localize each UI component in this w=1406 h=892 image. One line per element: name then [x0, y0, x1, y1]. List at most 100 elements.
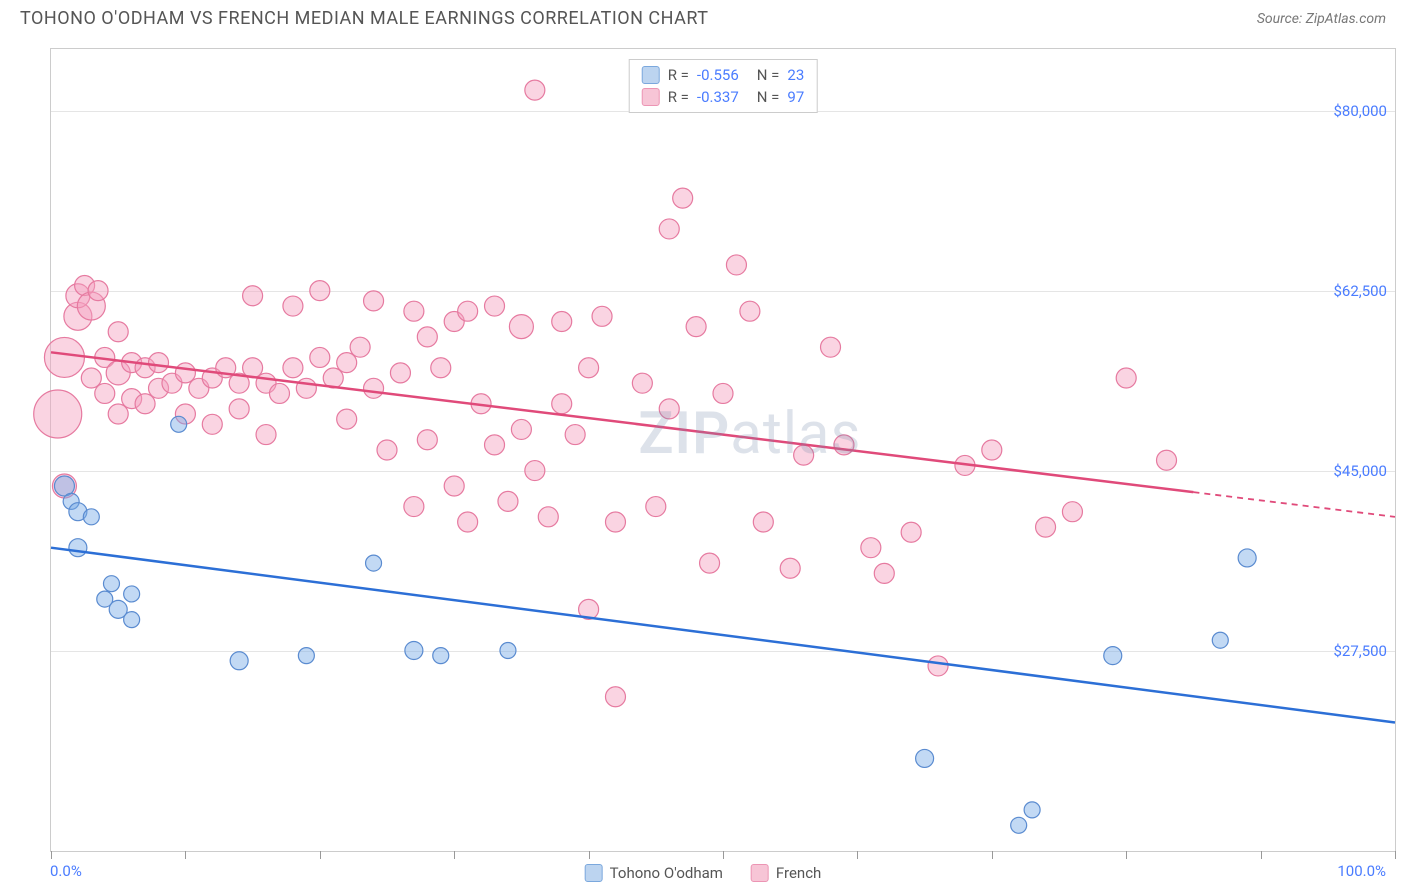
- data-point: [605, 512, 625, 532]
- x-tick: [1261, 851, 1262, 859]
- data-point: [552, 394, 572, 414]
- data-point: [686, 317, 706, 337]
- swatch-series-2-footer: [751, 864, 769, 882]
- data-point: [444, 476, 464, 496]
- data-point: [861, 538, 881, 558]
- data-point: [753, 512, 773, 532]
- data-point: [1116, 368, 1136, 388]
- data-point: [149, 353, 169, 373]
- chart-title: TOHONO O'ODHAM VS FRENCH MEDIAN MALE EAR…: [20, 8, 709, 29]
- data-point: [175, 363, 195, 383]
- data-point: [243, 286, 263, 306]
- trend-line: [51, 548, 1395, 723]
- data-point: [538, 507, 558, 527]
- data-point: [565, 425, 585, 445]
- x-axis-max-label: 100.0%: [1337, 862, 1386, 880]
- data-point: [171, 416, 187, 432]
- data-point: [1157, 450, 1177, 470]
- data-point: [874, 563, 894, 583]
- data-point: [726, 255, 746, 275]
- data-point: [364, 291, 384, 311]
- data-point: [124, 586, 140, 602]
- data-point: [83, 509, 99, 525]
- x-tick: [1126, 851, 1127, 859]
- data-point: [982, 440, 1002, 460]
- data-point: [405, 642, 423, 660]
- x-tick: [320, 851, 321, 859]
- data-point: [337, 409, 357, 429]
- x-tick: [992, 851, 993, 859]
- data-point: [88, 281, 108, 301]
- data-point: [417, 327, 437, 347]
- data-point: [659, 219, 679, 239]
- data-point: [404, 497, 424, 517]
- data-point: [821, 337, 841, 357]
- data-point: [377, 440, 397, 460]
- series-legend: Tohono O'odham French: [585, 864, 822, 882]
- data-point: [269, 383, 289, 403]
- data-point: [310, 281, 330, 301]
- data-point: [390, 363, 410, 383]
- data-point: [509, 315, 533, 339]
- data-point: [296, 378, 316, 398]
- data-point: [511, 419, 531, 439]
- x-tick: [185, 851, 186, 859]
- x-tick: [1395, 851, 1396, 859]
- data-point: [108, 322, 128, 342]
- data-point: [364, 378, 384, 398]
- data-point: [433, 648, 449, 664]
- data-point: [1212, 632, 1228, 648]
- data-point: [525, 80, 545, 100]
- legend-item-1: Tohono O'odham: [585, 864, 723, 882]
- swatch-series-2: [642, 88, 660, 106]
- data-point: [1062, 502, 1082, 522]
- legend-label-1: Tohono O'odham: [610, 864, 723, 882]
- data-point: [69, 539, 87, 557]
- data-point: [605, 687, 625, 707]
- swatch-series-1-footer: [585, 864, 603, 882]
- data-point: [417, 430, 437, 450]
- data-point: [713, 383, 733, 403]
- chart-plot-area: $27,500$45,000$62,500$80,000 ZIPatlas R …: [50, 48, 1396, 852]
- data-point: [230, 652, 248, 670]
- data-point: [1036, 517, 1056, 537]
- data-point: [229, 399, 249, 419]
- data-point: [431, 358, 451, 378]
- data-point: [1024, 802, 1040, 818]
- data-point: [202, 414, 222, 434]
- data-point: [500, 643, 516, 659]
- data-point: [579, 358, 599, 378]
- data-point: [366, 555, 382, 571]
- legend-label-2: French: [776, 864, 821, 882]
- x-axis-min-label: 0.0%: [50, 862, 82, 880]
- data-point: [283, 296, 303, 316]
- legend-item-2: French: [751, 864, 821, 882]
- data-point: [124, 612, 140, 628]
- x-tick: [51, 851, 52, 859]
- data-point: [498, 491, 518, 511]
- data-point: [298, 648, 314, 664]
- x-tick: [454, 851, 455, 859]
- data-point: [243, 358, 263, 378]
- data-point: [632, 373, 652, 393]
- data-point: [592, 306, 612, 326]
- data-point: [525, 461, 545, 481]
- data-point: [135, 394, 155, 414]
- source-label: Source: ZipAtlas.com: [1257, 11, 1386, 27]
- data-point: [740, 301, 760, 321]
- scatter-plot: [51, 49, 1395, 851]
- data-point: [673, 188, 693, 208]
- data-point: [44, 337, 84, 377]
- data-point: [646, 497, 666, 517]
- data-point: [485, 435, 505, 455]
- data-point: [95, 383, 115, 403]
- data-point: [1104, 647, 1122, 665]
- data-point: [350, 337, 370, 357]
- data-point: [901, 522, 921, 542]
- x-tick: [723, 851, 724, 859]
- data-point: [103, 576, 119, 592]
- data-point: [780, 558, 800, 578]
- data-point: [928, 656, 948, 676]
- stats-row-1: R = -0.556 N = 23: [642, 64, 805, 86]
- data-point: [337, 353, 357, 373]
